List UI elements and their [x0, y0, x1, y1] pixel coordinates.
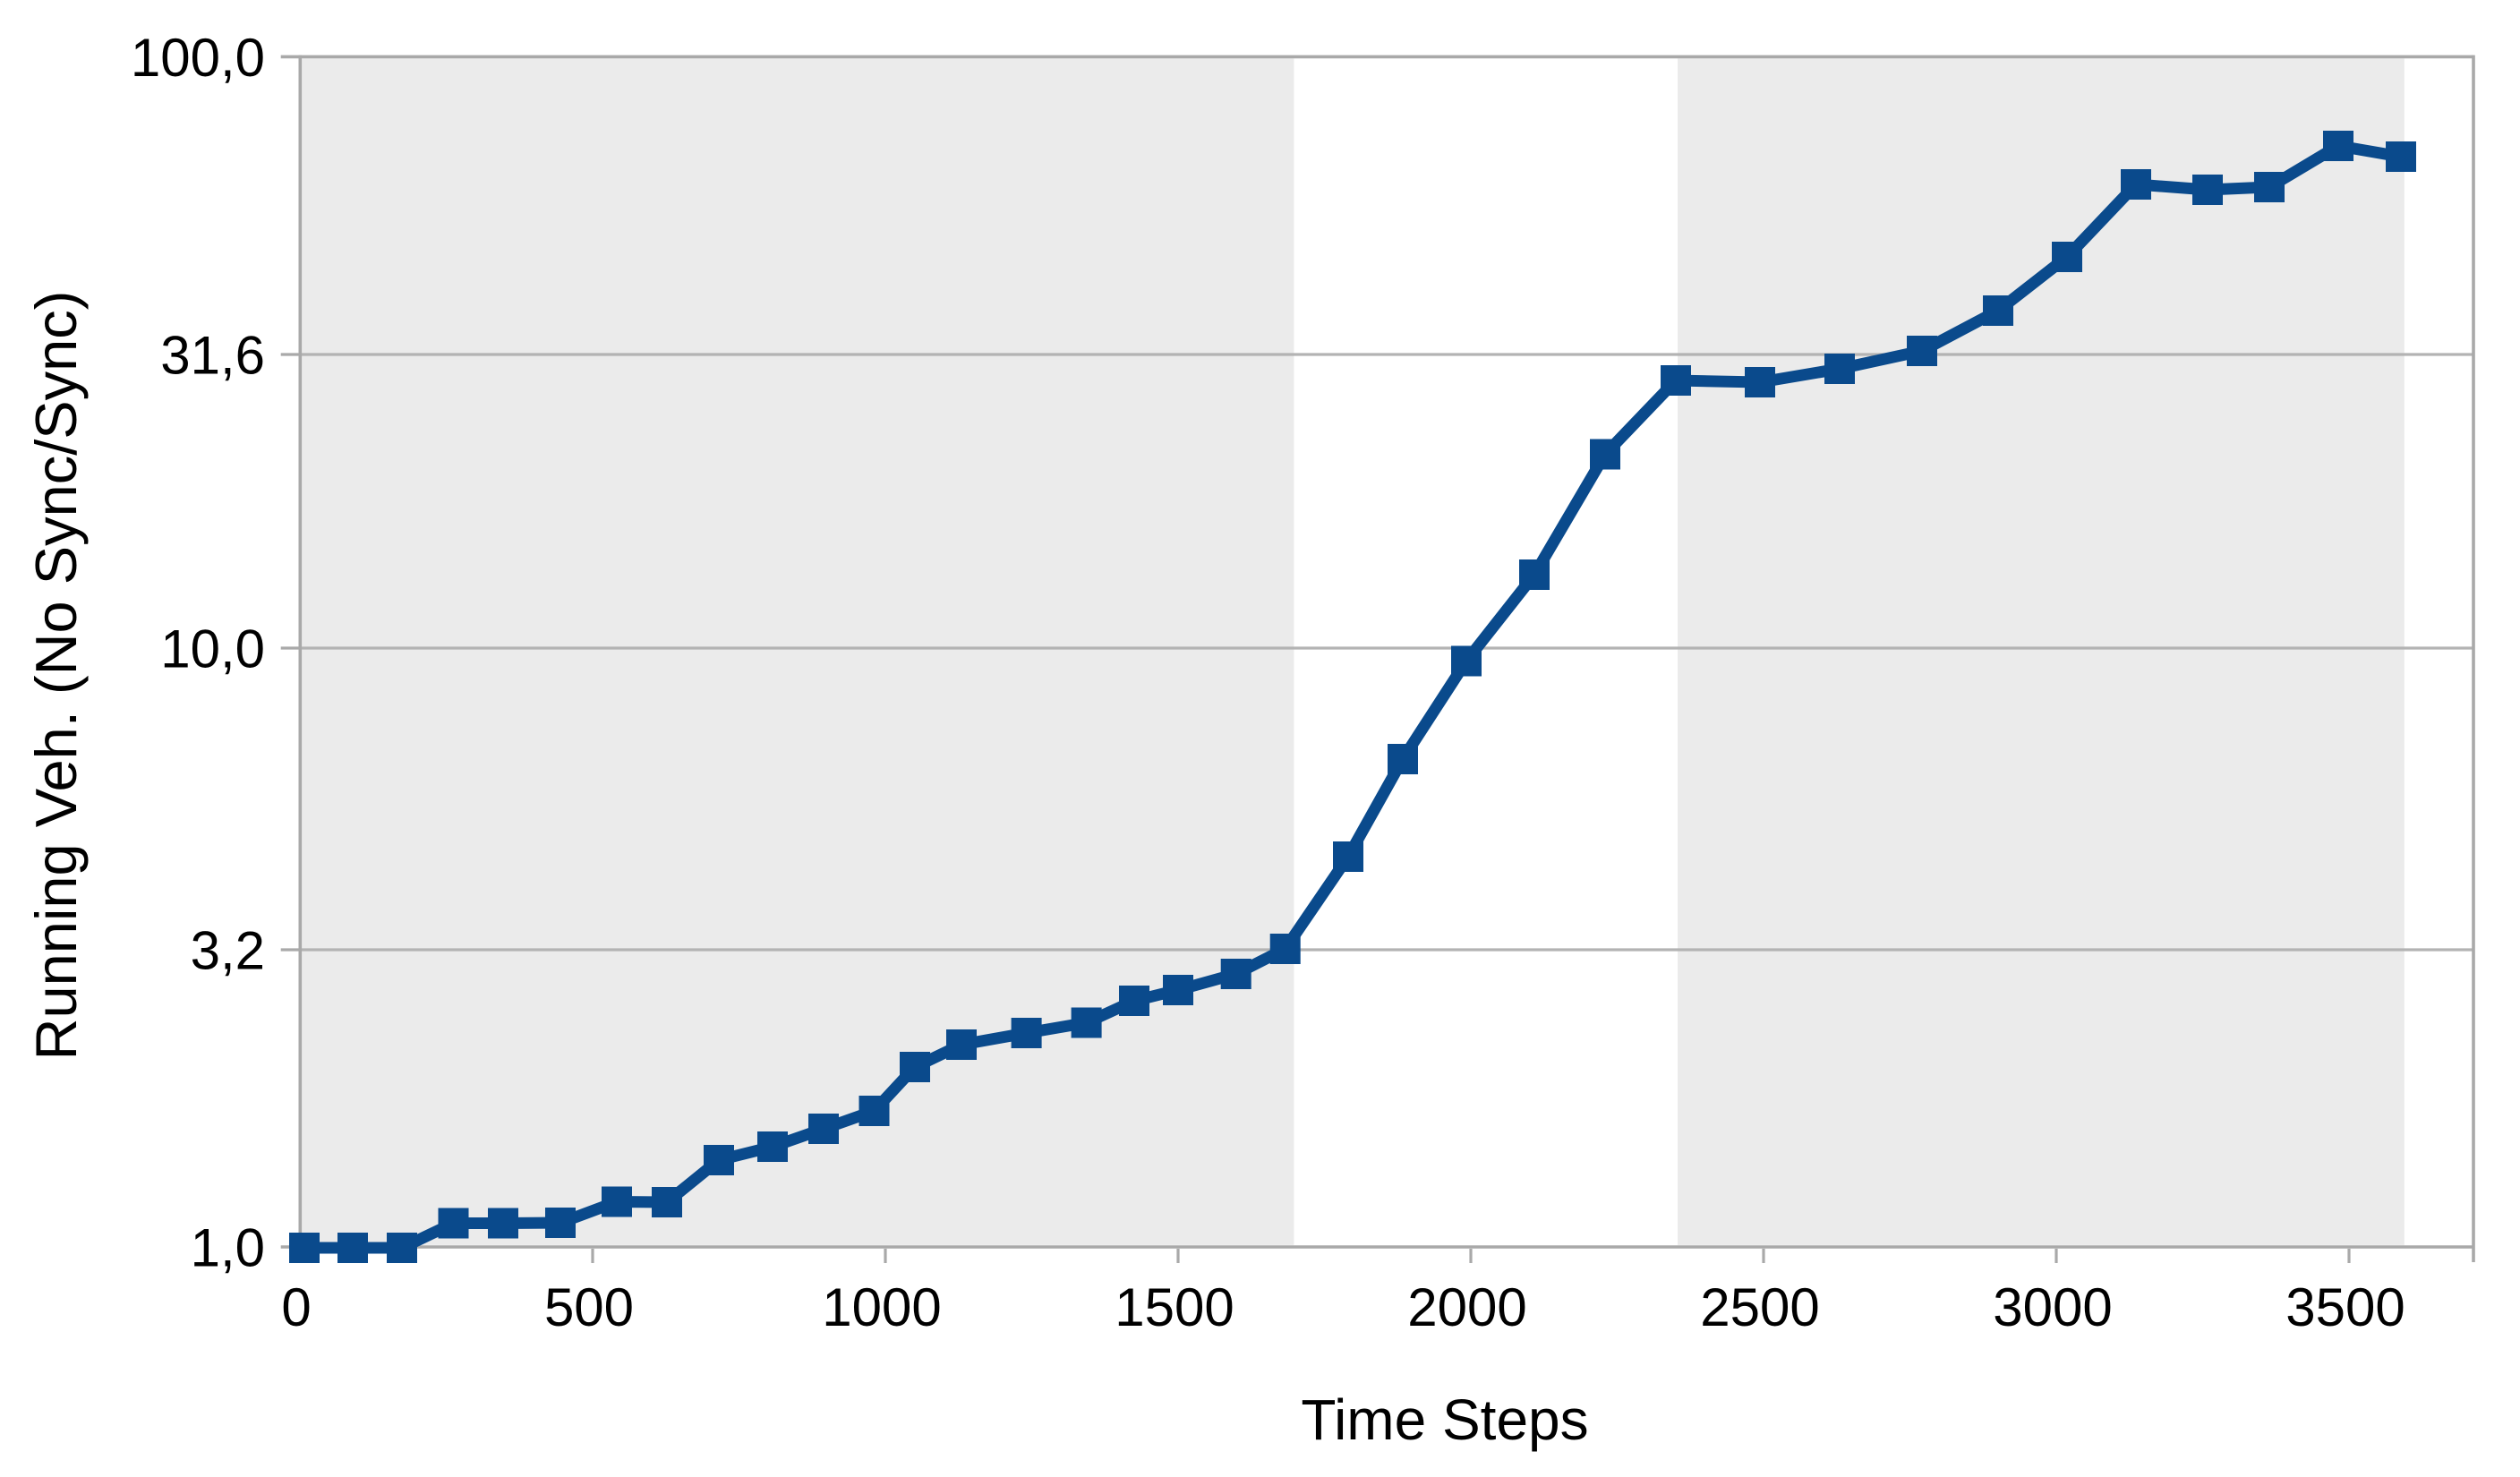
svg-text:10,0: 10,0: [160, 619, 265, 679]
svg-text:2500: 2500: [1700, 1277, 1819, 1337]
svg-text:0: 0: [281, 1277, 311, 1337]
svg-text:Time Steps: Time Steps: [1301, 1387, 1588, 1452]
svg-text:1,0: 1,0: [191, 1218, 265, 1278]
svg-text:500: 500: [544, 1277, 634, 1337]
svg-text:Running Veh. (No Sync/Sync): Running Veh. (No Sync/Sync): [23, 291, 89, 1061]
svg-text:3,2: 3,2: [191, 921, 265, 981]
svg-text:2000: 2000: [1407, 1277, 1526, 1337]
svg-text:1000: 1000: [822, 1277, 941, 1337]
svg-text:3500: 3500: [2285, 1277, 2405, 1337]
svg-text:100,0: 100,0: [131, 28, 265, 88]
svg-text:3000: 3000: [1993, 1277, 2112, 1337]
svg-text:1500: 1500: [1115, 1277, 1234, 1337]
svg-text:31,6: 31,6: [160, 326, 265, 386]
